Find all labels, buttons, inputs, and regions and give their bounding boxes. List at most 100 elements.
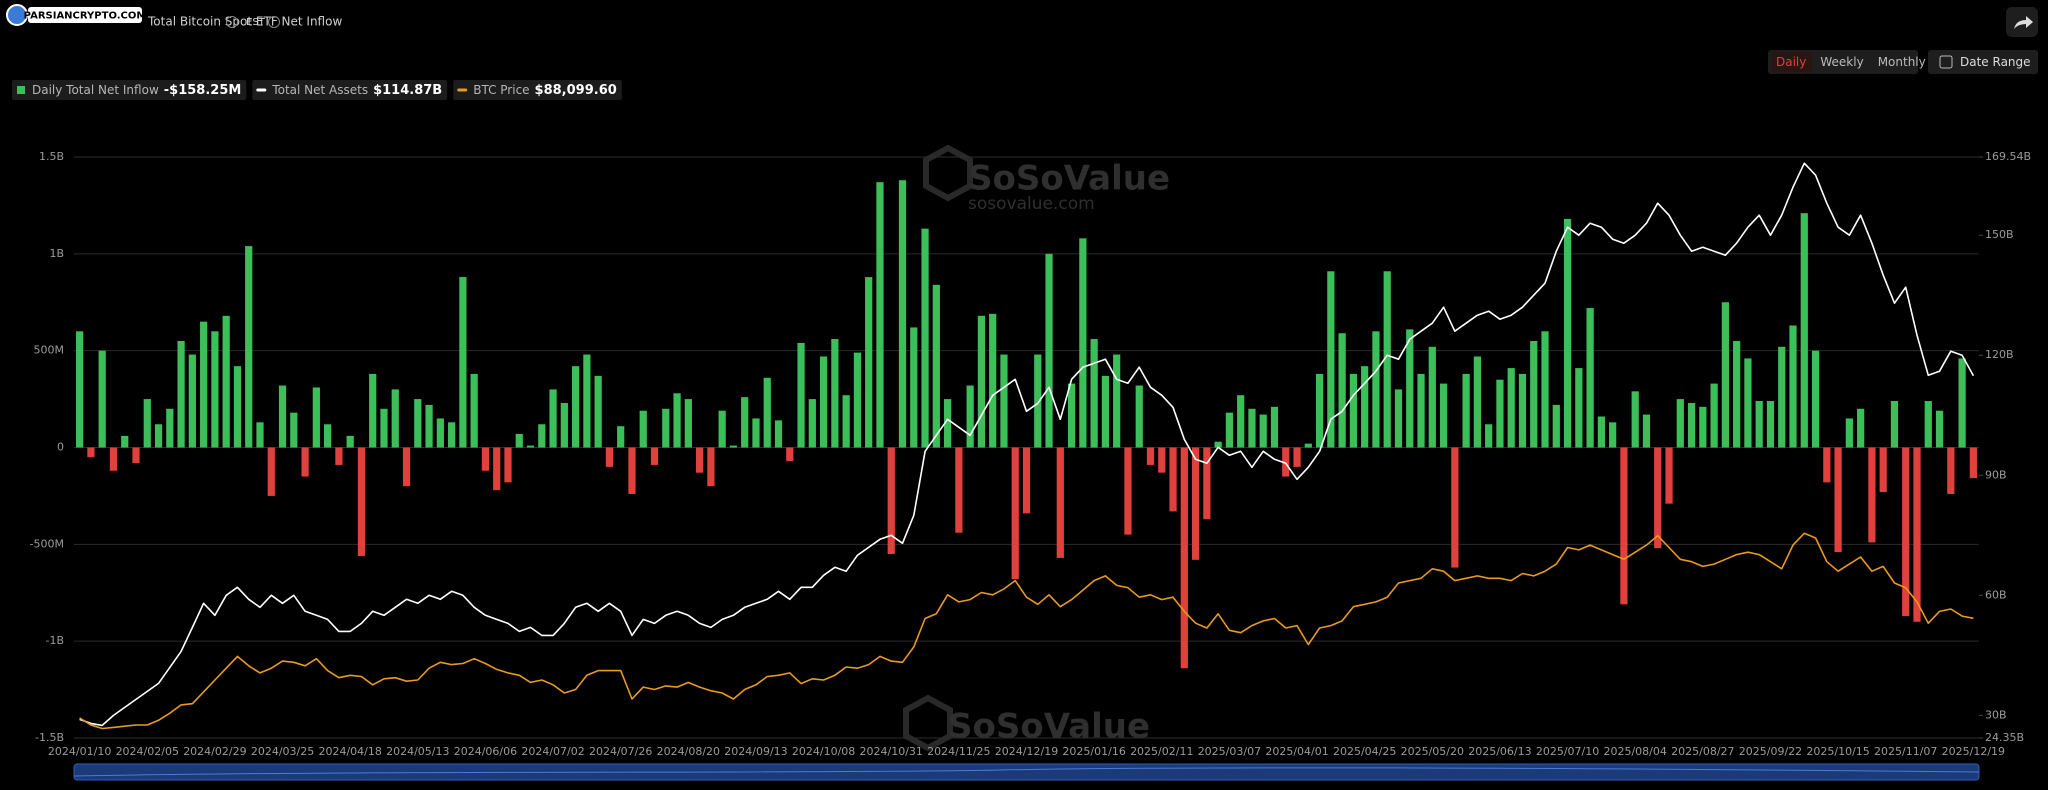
bar <box>1733 340 1741 448</box>
bar <box>594 375 602 448</box>
bar <box>1642 414 1651 448</box>
bar <box>1868 447 1876 543</box>
bar <box>865 277 873 448</box>
navigator[interactable] <box>73 763 1980 781</box>
bar <box>1158 447 1166 473</box>
date-range-button[interactable] <box>1928 50 2038 74</box>
info-icon[interactable] <box>226 16 238 28</box>
bar <box>391 389 399 448</box>
tab[interactable]: Daily <box>1776 55 1806 69</box>
bar <box>1180 447 1188 669</box>
bar <box>617 426 625 448</box>
bar <box>1496 379 1504 448</box>
bar <box>1721 302 1729 448</box>
bar <box>1800 213 1808 448</box>
bar <box>1586 308 1594 448</box>
x-tick-label: 2025/07/10 <box>1536 745 1599 758</box>
bar <box>1079 238 1087 448</box>
bar <box>1755 401 1763 448</box>
bar <box>1327 271 1335 448</box>
bar <box>583 354 591 448</box>
bar <box>448 422 456 448</box>
bar <box>436 418 444 448</box>
bar <box>1935 410 1944 448</box>
bar <box>425 404 433 448</box>
bar <box>211 331 219 448</box>
bar <box>481 447 490 471</box>
legend-item-background[interactable] <box>252 80 448 100</box>
logo-icon <box>6 4 28 26</box>
bar <box>1237 395 1245 448</box>
bar <box>1575 368 1583 448</box>
y2-tick-label: 60B <box>1985 588 2007 601</box>
bar <box>808 399 816 448</box>
bar <box>1022 447 1031 514</box>
bar <box>1203 447 1211 520</box>
bar <box>335 447 343 465</box>
bar <box>662 408 670 448</box>
watermark-logo <box>903 694 953 752</box>
tab-active-background <box>1772 52 1812 72</box>
bar <box>650 447 659 465</box>
x-tick-label: 2024/08/20 <box>657 745 720 758</box>
y-tick-label: 0 <box>57 441 64 454</box>
x-tick-label: 2025/10/15 <box>1806 745 1869 758</box>
bar <box>572 366 580 448</box>
x-tick-label: 2025/11/07 <box>1874 745 1937 758</box>
bar <box>1135 385 1143 448</box>
bar <box>1654 447 1662 549</box>
bar <box>1214 441 1222 448</box>
tab[interactable]: Monthly <box>1878 55 1926 69</box>
bar <box>1383 271 1391 448</box>
bar <box>143 399 151 448</box>
bar <box>1293 447 1301 467</box>
legend-item-background[interactable] <box>453 80 622 100</box>
bar <box>1620 447 1628 605</box>
bar <box>1169 447 1177 512</box>
bar <box>1372 331 1380 448</box>
bar <box>989 313 997 448</box>
bar <box>1552 404 1560 448</box>
calendar-icon <box>1939 55 1953 69</box>
bar <box>1439 383 1448 448</box>
bar <box>1146 447 1155 465</box>
bar <box>639 410 647 448</box>
y-tick-label: -1B <box>45 634 64 647</box>
bar <box>842 395 850 448</box>
tab[interactable]: Weekly <box>1820 55 1863 69</box>
bar <box>346 435 354 448</box>
bar <box>177 340 185 448</box>
tabs: Daily Weekly Monthly <box>1768 50 1926 74</box>
bar <box>1349 373 1358 448</box>
bar <box>1090 339 1098 448</box>
legend-label: Total Net Assets <box>271 83 368 97</box>
x-tick-label: 2024/02/29 <box>183 745 246 758</box>
x-tick-label: 2025/08/27 <box>1671 745 1734 758</box>
bar <box>763 377 771 448</box>
y-tick-label: 1.5B <box>39 150 64 163</box>
bar <box>109 447 118 471</box>
x-tick-label: 2025/04/01 <box>1265 745 1328 758</box>
bar <box>515 433 523 448</box>
bar <box>493 447 501 491</box>
info-icon[interactable] <box>268 16 280 28</box>
bar <box>560 402 568 448</box>
watermark: SoSoValue sosovalue.com SoSoValue <box>903 144 1170 752</box>
bar <box>414 399 422 448</box>
bar <box>1406 329 1414 448</box>
x-tick-label: 2024/10/31 <box>860 745 923 758</box>
bar <box>312 387 320 448</box>
bar <box>1541 331 1549 448</box>
legend-item-background[interactable] <box>12 80 247 100</box>
x-tick-label: 2024/10/08 <box>792 745 855 758</box>
bar <box>1789 325 1797 448</box>
bar <box>1518 373 1527 448</box>
bar <box>910 327 918 448</box>
bar <box>1811 350 1820 448</box>
x-tick-label: 2024/11/25 <box>927 745 990 758</box>
watermark-brand: SoSoValue <box>968 159 1170 199</box>
bar <box>1282 447 1290 477</box>
bar <box>1609 422 1617 448</box>
